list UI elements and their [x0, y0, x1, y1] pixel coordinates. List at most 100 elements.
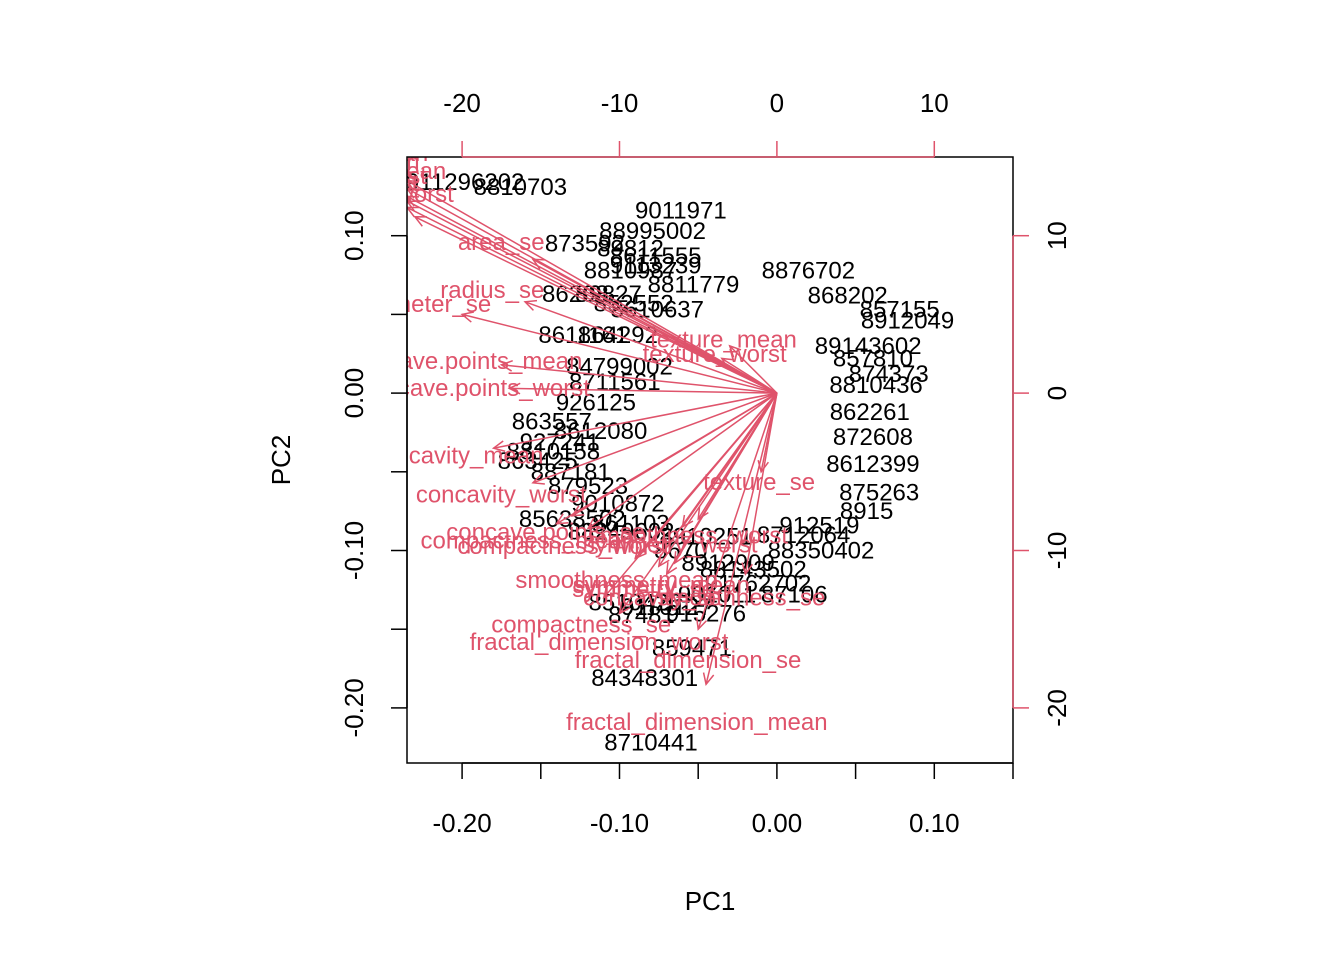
observation-label: 8915: [840, 498, 893, 525]
variable-label: texture_worst: [643, 341, 787, 368]
loading-arrow: [407, 200, 778, 394]
observation-label: 863425: [498, 448, 578, 475]
observation-label: 8810436: [829, 372, 922, 399]
x-axis-title: PC1: [685, 886, 736, 916]
top-tick-label: -20: [443, 88, 481, 118]
variable-label: radius_mean: [290, 140, 429, 167]
observation-label: 862261: [830, 399, 910, 426]
arrow-head: [491, 440, 506, 452]
loading-arrow: [524, 301, 778, 394]
observation-label: 857810: [833, 345, 913, 372]
top-tick-label: 10: [920, 88, 949, 118]
arrow-head: [460, 311, 474, 323]
arrow-head: [728, 344, 742, 358]
loading-arrow: [407, 179, 778, 394]
variable-label: symmetry_mean: [573, 572, 750, 599]
variable-label: fractal_dimension_mean: [566, 709, 827, 736]
variable-label: perimeter_worst: [282, 181, 454, 208]
loading-arrow: [705, 392, 778, 685]
observation-label: 8612399: [826, 451, 919, 478]
arrow-head: [499, 359, 513, 372]
arrow-head: [531, 473, 545, 485]
observation-label: 88995002: [599, 218, 706, 245]
observation-label: 875263: [839, 479, 919, 506]
observation-label: 84799002: [566, 353, 673, 380]
variable-label: concave.points_worst: [359, 375, 590, 402]
variable-label: fractal_dimension_worst: [470, 629, 729, 656]
arrow-head: [657, 554, 670, 568]
observation-label: 887181: [531, 459, 611, 486]
arrow-head: [586, 517, 600, 530]
loading-arrow: [501, 364, 777, 394]
arrow-head: [531, 258, 545, 270]
arrow-head: [673, 551, 686, 565]
variable-label: fractal_dimension_se: [575, 647, 802, 674]
observation-label: 8611555: [610, 243, 702, 270]
observation-label: 8912909: [681, 550, 774, 577]
arrow-head: [602, 585, 616, 600]
loading-arrow: [407, 206, 778, 394]
variable-label: concave.points_mean: [349, 348, 582, 375]
arrow-head: [555, 513, 569, 525]
arrow-head: [695, 617, 708, 631]
arrow-head: [407, 206, 420, 218]
variable-label: compactness_mean: [420, 528, 635, 555]
variable-label: radius_worst: [291, 163, 427, 190]
observation-label: 8912049: [861, 308, 954, 335]
y-tick-label: 0.00: [339, 368, 369, 419]
observation-label: 926125: [556, 390, 636, 417]
top-tick-label: -10: [601, 88, 639, 118]
variable-label: texture_mean: [650, 327, 797, 354]
observation-labels: 9112962028810703901197188995002873592898…: [407, 169, 954, 757]
x-tick-label: 0.00: [752, 808, 803, 838]
observation-label: 8612080: [554, 418, 647, 445]
arrow-head: [507, 382, 521, 395]
arrow-head: [407, 187, 420, 199]
observation-label: 8811779: [648, 271, 740, 298]
observation-label: 89143602: [815, 333, 922, 360]
observation-label: 8810987: [584, 257, 677, 284]
x-axis-bottom: -0.20 -0.10 0.00 0.10: [432, 762, 1014, 838]
arrow-head: [697, 507, 709, 521]
y-tick-label: -0.20: [339, 678, 369, 737]
observation-label: 88350402: [768, 538, 875, 565]
arrow-head: [634, 546, 647, 560]
arrow-head: [618, 601, 631, 615]
observation-label: 859471: [652, 635, 732, 662]
observation-label: 927241: [520, 429, 600, 456]
observation-label: 9011971: [635, 198, 727, 225]
y-tick-label: -0.10: [339, 521, 369, 580]
observation-label: 87481: [608, 602, 675, 629]
observation-label: 912519: [779, 512, 859, 539]
loading-arrow: [556, 392, 778, 525]
loading-arrow: [509, 387, 777, 394]
loading-arrow: [461, 313, 778, 394]
variable-label: concavity_worst: [416, 481, 587, 508]
variable-label: area_se: [458, 229, 545, 256]
arrow-head: [681, 514, 694, 529]
observation-label: 84348301: [591, 665, 698, 692]
loading-arrow: [603, 392, 778, 599]
variable-label: smoothness_mean: [515, 567, 718, 594]
x-axis-top: -20 -10 0 10: [443, 88, 949, 158]
variable-label: concave.points_se: [446, 519, 645, 546]
arrow-head: [413, 216, 427, 227]
observation-label: 9110127: [621, 594, 713, 621]
arrow-head: [570, 505, 585, 517]
loading-arrow: [721, 357, 778, 394]
right-tick-label: 0: [1042, 386, 1072, 400]
variable-label: smoothness_worst: [588, 522, 788, 549]
observation-label: 8710441: [604, 730, 697, 757]
variable-label: area_mean: [298, 149, 419, 176]
loading-arrow: [744, 392, 778, 575]
x-tick-label: 0.10: [909, 808, 960, 838]
right-tick-label: 10: [1042, 221, 1072, 250]
variable-label: area_worst: [300, 170, 419, 197]
observation-label: 872608: [833, 424, 913, 451]
variable-label: concavity_mean: [370, 442, 543, 469]
variable-label: compactness_worst: [457, 533, 669, 560]
observation-label: 89812: [597, 235, 664, 262]
observation-label: 87106: [761, 582, 828, 609]
loading-arrow: [414, 216, 778, 394]
